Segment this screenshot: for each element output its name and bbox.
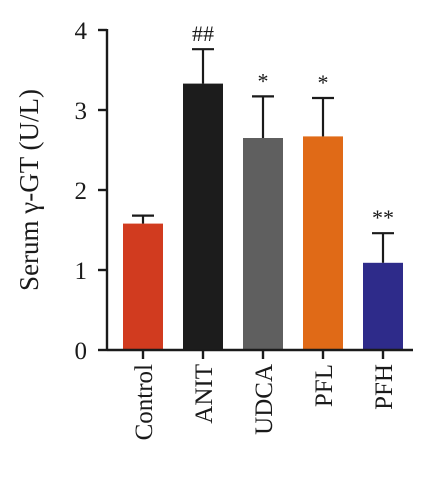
y-tick-label: 4	[75, 18, 88, 45]
y-tick-label: 0	[75, 338, 88, 365]
y-tick-label: 2	[75, 178, 88, 205]
error-bar-anit	[192, 48, 214, 84]
error-bar-pfh	[372, 232, 394, 263]
error-bar-pfl	[312, 96, 334, 137]
significance-mark: **	[372, 205, 394, 230]
y-tick-label: 1	[75, 258, 88, 285]
x-tick-label: UDCA	[251, 364, 278, 435]
y-axis-title: Serum γ-GT (U/L)	[14, 89, 44, 291]
bar-pfl	[303, 136, 343, 350]
bar-control	[123, 223, 163, 350]
error-bar-control	[132, 214, 154, 224]
x-tick-label: PFL	[311, 364, 338, 407]
significance-mark: *	[318, 70, 329, 95]
bar-anit	[183, 83, 223, 350]
bar-pfh	[363, 262, 403, 350]
significance-mark: *	[258, 68, 269, 93]
x-tick-label: Control	[131, 364, 158, 440]
y-tick-label: 3	[75, 98, 88, 125]
error-bar-udca	[252, 95, 274, 138]
x-tick-label: ANIT	[191, 364, 218, 424]
bar-udca	[243, 138, 283, 350]
x-tick-label: PFH	[371, 364, 398, 410]
significance-mark: ##	[192, 21, 214, 46]
